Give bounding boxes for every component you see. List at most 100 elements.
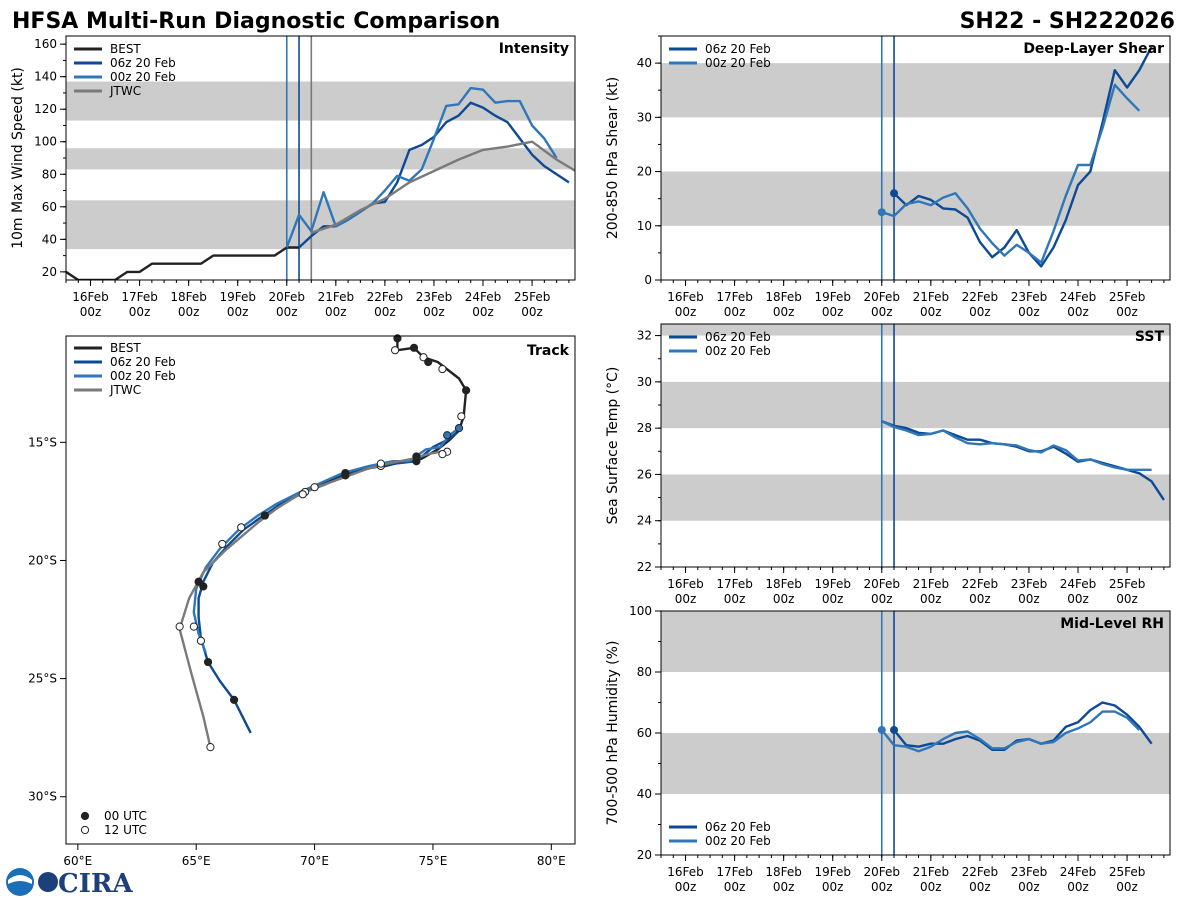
shear-xtick-label-hour: 00z: [1018, 305, 1040, 319]
sst-xtick-label-day: 16Feb: [667, 577, 704, 591]
intensity-xtick-label-day: 24Feb: [465, 290, 502, 304]
shear-xtick-label-hour: 00z: [724, 305, 746, 319]
sst-xtick-label-day: 24Feb: [1060, 577, 1097, 591]
rh-series-00z-20-feb: [880, 710, 1141, 753]
shear-ytick-label: 10: [637, 219, 652, 233]
intensity-band-1: [66, 148, 575, 170]
shear-xtick-label-day: 23Feb: [1011, 290, 1048, 304]
track-fix-best: [409, 343, 419, 352]
track-legend-label-06z-20-feb: 06z 20 Feb: [110, 355, 176, 369]
track-fix-06z-20-feb: [194, 577, 203, 586]
sst-panel: 22242628303216Feb00z17Feb00z18Feb00z19Fe…: [605, 323, 1171, 606]
rh-xtick-label-day: 16Feb: [667, 865, 704, 879]
track-legend-label-00z-20-feb: 00z 20 Feb: [110, 369, 176, 383]
track-fix-jtwc: [310, 483, 319, 492]
figure-title: HFSA Multi-Run Diagnostic Comparison: [12, 9, 500, 34]
intensity-xtick-label-day: 20Feb: [269, 290, 306, 304]
intensity-panel: 2040608010012014016016Feb00z17Feb00z18Fe…: [10, 35, 576, 319]
sst-xtick-label-day: 17Feb: [716, 577, 753, 591]
track-fix-jtwc: [196, 636, 206, 645]
track-fix-jtwc: [206, 743, 215, 752]
rh-title: Mid-Level RH: [1060, 616, 1164, 632]
track-ytick-label: 20°S: [28, 553, 57, 567]
intensity-ytick-label: 80: [42, 167, 57, 181]
track-axes-frame: [65, 335, 576, 845]
shear-xtick-label-hour: 00z: [1067, 305, 1089, 319]
track-fix-jtwc: [189, 622, 198, 631]
track-series-jtwc: [178, 450, 448, 748]
intensity-xtick-label-day: 18Feb: [170, 290, 207, 304]
intensity-ytick-label: 60: [42, 200, 57, 214]
track-fix-best: [438, 364, 447, 374]
track-title: Track: [527, 343, 570, 359]
track-fix-jtwc: [376, 459, 385, 468]
sst-xtick-label-day: 18Feb: [765, 577, 802, 591]
shear-legend-label-00z-20-feb: 00z 20 Feb: [705, 56, 771, 70]
sst-series-00z-20-feb: [881, 420, 1152, 471]
track-ytick-label: 25°S: [28, 672, 57, 686]
track-fix-best: [260, 511, 269, 520]
shear-xtick-label-day: 18Feb: [765, 290, 802, 304]
rh-xtick-label-day: 25Feb: [1109, 865, 1146, 879]
sst-title: SST: [1135, 329, 1165, 345]
intensity-legend-label-jtwc: JTWC: [109, 84, 141, 98]
sst-xtick-label-hour: 00z: [871, 592, 893, 606]
sst-xtick-label-day: 20Feb: [864, 577, 901, 591]
shear-xtick-label-day: 17Feb: [716, 290, 753, 304]
intensity-ytick-label: 100: [34, 135, 57, 149]
rh-xtick-label-day: 19Feb: [814, 865, 851, 879]
intensity-xtick-label-hour: 00z: [227, 305, 249, 319]
sst-xtick-label-hour: 00z: [1116, 592, 1138, 606]
track-xtick-label: 70°E: [300, 854, 329, 868]
track-series-best: [264, 338, 468, 517]
intensity-xtick-label-hour: 00z: [521, 305, 543, 319]
track-legend-label-jtwc: JTWC: [109, 383, 141, 397]
rh-legend-label-06z-20-feb: 06z 20 Feb: [705, 820, 771, 834]
track-fix-best: [457, 412, 466, 421]
track-fix-jtwc: [218, 539, 227, 549]
track-marker-legend-symbol-00-utc: [80, 811, 90, 821]
rh-xtick-label-hour: 00z: [920, 880, 942, 894]
sst-ytick-label: 28: [637, 421, 652, 435]
sst-ylabel: Sea Surface Temp (°C): [605, 367, 621, 525]
sst-ytick-label: 32: [637, 329, 652, 343]
rh-xtick-label-hour: 00z: [773, 880, 795, 894]
shear-title: Deep-Layer Shear: [1023, 41, 1164, 57]
rh-xtick-label-hour: 00z: [675, 880, 697, 894]
noaa-emblem: [6, 868, 34, 896]
intensity-xtick-label-day: 19Feb: [219, 290, 256, 304]
track-fix-best: [424, 357, 433, 367]
rh-xtick-label-hour: 00z: [1116, 880, 1138, 894]
rh-xtick-label-hour: 00z: [1067, 880, 1089, 894]
sst-legend-label-00z-20-feb: 00z 20 Feb: [705, 344, 771, 358]
intensity-ytick-label: 20: [42, 265, 57, 279]
cira-globe: [38, 872, 58, 892]
shear-xtick-label-hour: 00z: [969, 305, 991, 319]
sst-xtick-label-hour: 00z: [1067, 592, 1089, 606]
intensity-ytick-label: 160: [34, 37, 57, 51]
intensity-xtick-label-hour: 00z: [374, 305, 396, 319]
sst-xtick-label-hour: 00z: [1018, 592, 1040, 606]
intensity-xtick-label-hour: 00z: [129, 305, 151, 319]
rh-band-1: [661, 611, 1170, 672]
track-xtick-label: 75°E: [419, 854, 448, 868]
track-fix-06z-20-feb: [229, 695, 239, 704]
track-fix-00z-20-feb: [443, 431, 452, 440]
rh-xtick-label-hour: 00z: [969, 880, 991, 894]
track-fix-jtwc: [175, 622, 184, 631]
shear-ylabel: 200-850 hPa Shear (kt): [605, 77, 621, 239]
intensity-ylabel: 10m Max Wind Speed (kt): [10, 67, 26, 249]
rh-xtick-label-day: 21Feb: [913, 865, 950, 879]
track-legend-label-best: BEST: [110, 341, 141, 355]
intensity-xtick-label-hour: 00z: [472, 305, 494, 319]
sst-xtick-label-day: 25Feb: [1109, 577, 1146, 591]
track-ytick-label: 15°S: [28, 435, 57, 449]
intensity-xtick-label-hour: 00z: [423, 305, 445, 319]
rh-ytick-label: 60: [637, 726, 652, 740]
sst-axes-frame: [660, 323, 1171, 568]
shear-start-point-06z-20-feb: [890, 189, 899, 198]
intensity-xtick-label-hour: 00z: [325, 305, 347, 319]
intensity-title: Intensity: [499, 41, 569, 57]
rh-start-point-00z-20-feb: [877, 725, 886, 734]
track-fix-best: [390, 346, 400, 355]
